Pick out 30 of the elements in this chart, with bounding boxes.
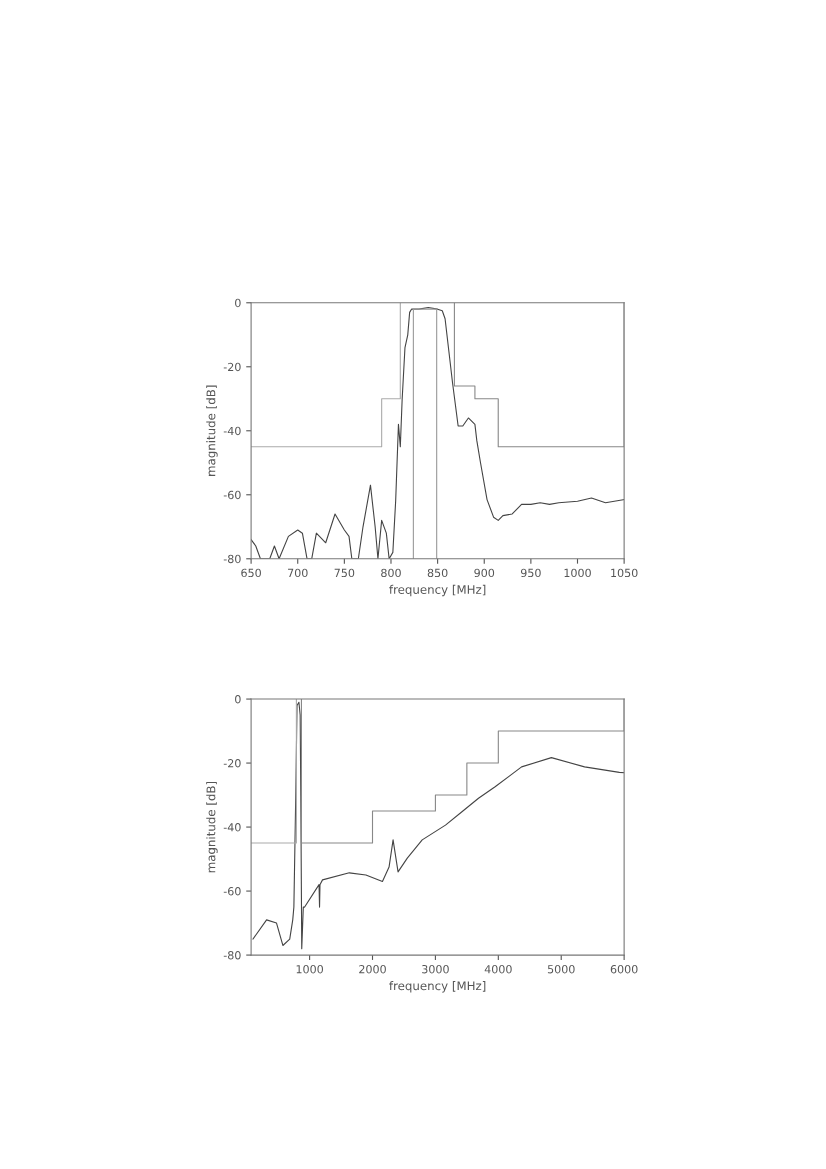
x-tick-label: 650 <box>241 568 261 578</box>
y-axis-title: magnitude [dB] <box>206 385 218 476</box>
x-tick-label: 700 <box>288 568 308 578</box>
x-axis-title: frequency [MHz] <box>389 981 486 993</box>
x-tick-label: 1000 <box>564 568 591 578</box>
x-tick-label: 900 <box>474 568 495 578</box>
y-tick-label: -20 <box>223 362 241 372</box>
y-tick-label: 0 <box>235 695 241 704</box>
x-tick-label: 950 <box>520 568 541 578</box>
x-tick-label: 750 <box>334 568 355 578</box>
x-tick-label: 2000 <box>359 964 386 974</box>
x-tick-label: 6000 <box>610 964 638 974</box>
y-axis-title: magnitude [dB] <box>206 781 218 873</box>
x-tick-label: 4000 <box>484 964 512 974</box>
y-tick-label: -80 <box>223 951 241 960</box>
y-tick-label: -40 <box>223 426 241 436</box>
x-tick-label: 850 <box>427 568 448 578</box>
y-tick-label: -60 <box>223 887 241 896</box>
x-tick-label: 1050 <box>611 568 638 578</box>
y-tick-label: -80 <box>223 554 241 564</box>
y-tick-label: -60 <box>223 490 241 500</box>
x-axis-title: frequency [MHz] <box>389 584 486 597</box>
y-tick-label: -20 <box>223 759 241 768</box>
x-tick-label: 5000 <box>547 964 575 974</box>
x-tick-label: 1000 <box>296 964 324 974</box>
x-tick-label: 3000 <box>422 964 449 974</box>
line-series <box>300 699 625 844</box>
y-tick-label: -40 <box>223 823 241 832</box>
y-tick-label: 0 <box>235 298 241 308</box>
x-tick-label: 800 <box>381 568 401 578</box>
